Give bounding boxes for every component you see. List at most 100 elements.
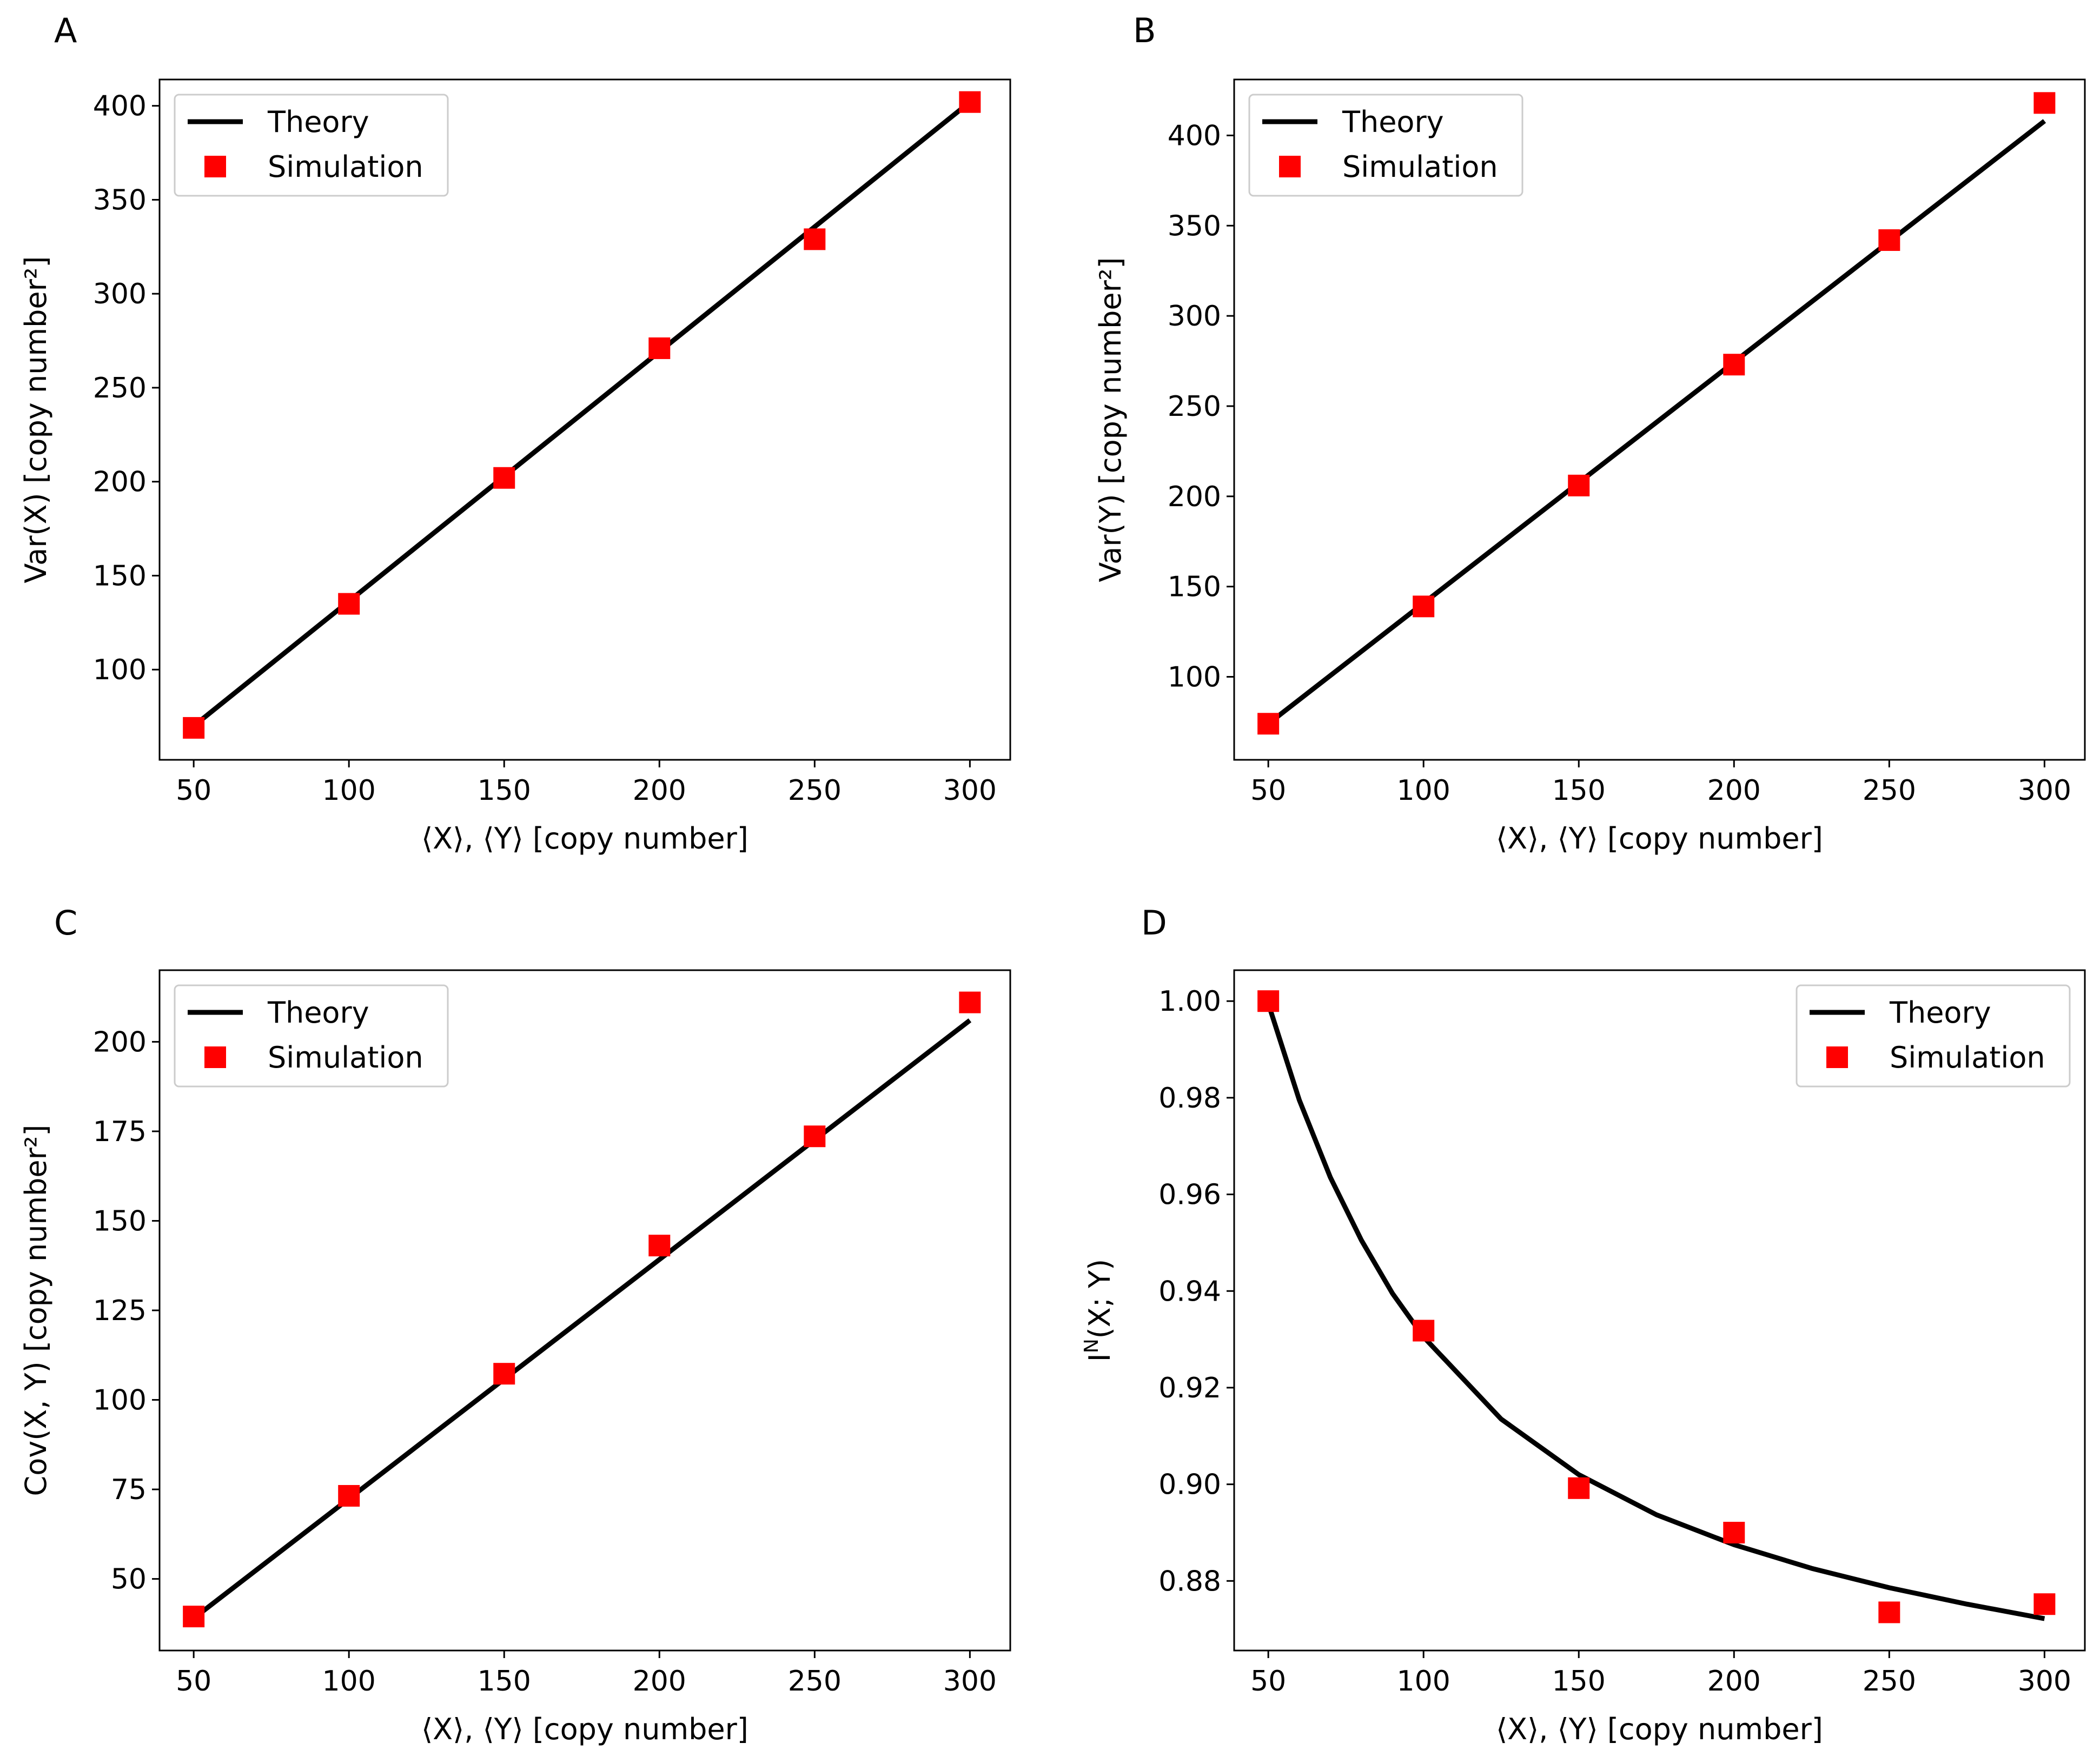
x-tick-label: 250 <box>788 1665 842 1698</box>
x-axis-label: ⟨X⟩, ⟨Y⟩ [copy number] <box>421 821 748 856</box>
y-tick-label: 0.98 <box>1158 1082 1221 1115</box>
simulation-point <box>1413 1320 1435 1342</box>
x-tick-label: 150 <box>1552 1665 1606 1698</box>
theory-line <box>192 100 972 728</box>
y-tick-label: 150 <box>93 560 147 592</box>
simulation-point <box>2033 1593 2056 1615</box>
legend-marker-swatch <box>204 156 226 177</box>
legend-box <box>1796 984 2071 1088</box>
y-axis-label-sup: N <box>1081 1338 1103 1353</box>
x-tick-label: 250 <box>1863 1665 1916 1698</box>
simulation-point <box>959 991 981 1013</box>
x-tick-label: 200 <box>1707 774 1761 807</box>
panel-letter: D <box>1141 903 1167 943</box>
theory-line <box>1266 1003 2045 1621</box>
y-tick-label: 100 <box>93 1384 147 1417</box>
x-tick-label: 50 <box>1250 1665 1286 1698</box>
legend-label-simulation: Simulation <box>268 150 423 184</box>
theory-line <box>192 1018 972 1620</box>
x-tick-label: 200 <box>633 1665 686 1698</box>
y-tick-label: 100 <box>93 654 147 686</box>
simulation-point <box>1568 1477 1590 1499</box>
y-axis-label-base: I <box>1083 1353 1117 1362</box>
legend-marker-swatch <box>1826 1046 1848 1068</box>
x-tick-label: 150 <box>1552 774 1606 807</box>
y-tick-label: 350 <box>93 184 147 216</box>
x-tick-label: 300 <box>943 1665 997 1698</box>
legend: Theory Simulation <box>1248 94 1523 197</box>
y-tick-label: 400 <box>93 90 147 123</box>
simulation-point <box>493 1363 515 1385</box>
legend-label-theory: Theory <box>267 105 369 139</box>
legend-label-theory: Theory <box>267 996 369 1030</box>
legend: Theory Simulation <box>174 984 449 1088</box>
y-tick-label: 125 <box>93 1295 147 1327</box>
y-tick-label: 400 <box>1168 120 1221 152</box>
y-tick-label: 150 <box>1168 571 1221 604</box>
x-tick-label: 50 <box>176 774 211 807</box>
x-tick-label: 300 <box>2018 1665 2071 1698</box>
legend-label-simulation: Simulation <box>1342 150 1498 184</box>
y-tick-label: 300 <box>1168 300 1221 333</box>
panel-b: B 50 100 150 200 250 300 100 150 200 250 300 350 400 ⟨… <box>1094 11 2086 856</box>
simulation-point <box>804 1125 826 1148</box>
y-tick-label: 0.96 <box>1158 1179 1221 1211</box>
x-axis-label: ⟨X⟩, ⟨Y⟩ [copy number] <box>1496 1712 1823 1746</box>
y-tick-label: 0.90 <box>1158 1469 1221 1501</box>
simulation-point <box>338 1484 360 1507</box>
x-tick-label: 200 <box>1707 1665 1761 1698</box>
y-axis-label-rest: (X; Y) <box>1083 1259 1117 1338</box>
axes-frame <box>1233 78 2086 761</box>
y-axis-label: Var(X) [copy number²] <box>19 256 53 584</box>
x-tick-label: 100 <box>322 1665 376 1698</box>
x-tick-label: 50 <box>1250 774 1286 807</box>
y-tick-label: 175 <box>93 1116 147 1148</box>
simulation-point <box>1257 990 1280 1012</box>
y-tick-label: 350 <box>1168 210 1221 242</box>
axes-frame <box>1233 969 2086 1652</box>
y-tick-label: 200 <box>93 1026 147 1058</box>
x-tick-label: 100 <box>1397 774 1450 807</box>
simulation-point <box>183 1606 205 1628</box>
simulation-point <box>804 228 826 250</box>
panel-letter: B <box>1133 11 1156 50</box>
x-axis-label: ⟨X⟩, ⟨Y⟩ [copy number] <box>421 1712 748 1746</box>
x-tick-label: 150 <box>478 774 531 807</box>
legend-box <box>1248 94 1523 197</box>
legend-box <box>174 94 449 197</box>
x-tick-label: 150 <box>478 1665 531 1698</box>
x-tick-label: 100 <box>322 774 376 807</box>
simulation-point <box>648 337 671 359</box>
x-tick-label: 250 <box>1863 774 1916 807</box>
y-tick-label: 75 <box>111 1474 147 1506</box>
legend-label-theory: Theory <box>1889 996 1991 1030</box>
x-tick-label: 300 <box>943 774 997 807</box>
theory-line <box>1267 119 2046 726</box>
simulation-point <box>1723 354 1745 376</box>
x-tick-label: 300 <box>2018 774 2071 807</box>
x-tick-label: 100 <box>1397 1665 1450 1698</box>
simulation-point <box>959 91 981 113</box>
y-tick-label: 100 <box>1168 661 1221 694</box>
simulation-point <box>493 467 515 489</box>
panel-letter: C <box>54 903 77 943</box>
legend-box <box>174 984 449 1088</box>
y-tick-label: 1.00 <box>1158 985 1221 1018</box>
simulation-point <box>1413 595 1435 618</box>
simulation-point <box>1878 1601 1900 1623</box>
legend: Theory Simulation <box>174 94 449 197</box>
legend-marker-swatch <box>204 1046 226 1068</box>
simulation-point <box>1568 474 1590 496</box>
x-tick-label: 250 <box>788 774 842 807</box>
x-tick-label: 50 <box>176 1665 211 1698</box>
simulation-point <box>1257 713 1280 735</box>
legend: Theory Simulation <box>1796 984 2071 1088</box>
y-tick-label: 50 <box>111 1563 147 1596</box>
axes-frame <box>158 78 1011 761</box>
y-tick-label: 300 <box>93 278 147 310</box>
y-axis-label: Var(Y) [copy number²] <box>1094 257 1128 582</box>
y-axis-label: Cov(X, Y) [copy number²] <box>19 1125 53 1496</box>
panel-a: A 50 100 150 200 250 300 100 150 200 250 300 350 400 ⟨… <box>19 11 1011 856</box>
x-axis-label: ⟨X⟩, ⟨Y⟩ [copy number] <box>1496 821 1823 856</box>
